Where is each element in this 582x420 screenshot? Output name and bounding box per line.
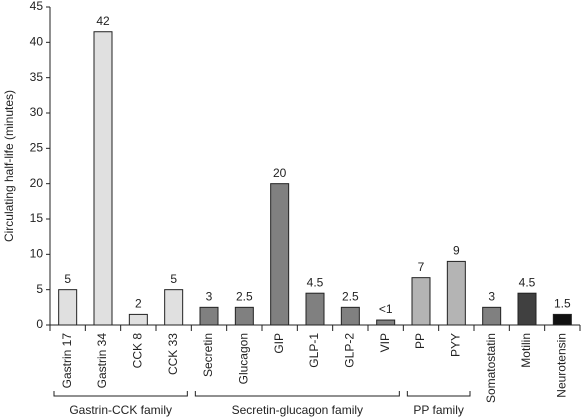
x-tick-label: GLP-2 [343,333,357,368]
y-tick-label: 40 [30,35,44,49]
y-tick-label: 5 [36,282,43,296]
group-label: Gastrin-CCK family [69,403,172,417]
value-label: 2 [135,297,142,311]
value-label: 1.5 [554,297,571,311]
value-label: 9 [453,244,460,258]
group-bracket [53,391,188,397]
bar [340,306,360,326]
bar [305,292,325,326]
x-tick-label: GLP-1 [307,333,321,368]
x-tick-label: PYY [449,333,463,357]
value-label: 3 [488,290,495,304]
bar [270,183,290,326]
x-tick-label: Motilin [519,333,533,368]
y-tick-label: 10 [30,247,44,261]
y-tick-label: 25 [30,141,44,155]
bar [93,31,113,326]
bar [411,277,431,326]
y-axis-label: Circulating half-life (minutes) [2,90,16,242]
value-label: 4.5 [307,275,324,289]
group-bracket [406,391,471,397]
x-tick-label: CCK 33 [166,333,180,375]
y-tick-label: 15 [30,211,44,225]
bar [376,319,396,326]
value-label: 4.5 [519,275,536,289]
group-label: PP family [413,403,463,417]
group-label: Secretin-glucagon family [232,403,363,417]
value-label: <1 [379,302,393,316]
x-tick-label: Gastrin 34 [95,333,109,389]
bar [128,313,148,326]
value-label: 2.5 [342,290,359,304]
value-label: 2.5 [236,290,253,304]
bar [58,289,78,326]
value-label: 42 [96,14,110,28]
y-tick-label: 35 [30,70,44,84]
bar [199,306,219,326]
y-tick-label: 45 [30,0,44,13]
x-tick-label: VIP [378,333,392,352]
bar [164,289,184,326]
bar [446,260,466,326]
x-tick-label: Glucagon [237,333,251,384]
x-tick-label: GIP [272,333,286,354]
bar [234,306,254,326]
y-tick-label: 20 [30,176,44,190]
x-tick-label: Neurotensin [555,333,569,398]
bar [552,313,572,326]
group-bracket [194,391,400,397]
y-tick-label: 30 [30,105,44,119]
value-label: 5 [64,272,71,286]
bar [482,306,502,326]
value-label: 7 [418,260,425,274]
x-tick-label: PP [413,333,427,349]
value-label: 20 [273,166,287,180]
x-tick-label: Secretin [201,333,215,377]
x-tick-label: CCK 8 [131,333,145,369]
x-tick-label: Gastrin 17 [60,333,74,389]
bar [517,292,537,326]
value-label: 5 [170,272,177,286]
x-tick-label: Somatostatin [484,333,498,403]
value-label: 3 [206,290,213,304]
y-tick-label: 0 [36,317,43,331]
